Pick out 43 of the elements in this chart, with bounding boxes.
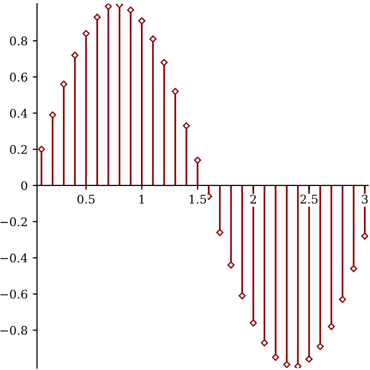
point <box>104 4 112 10</box>
y-tick-label: −0.2 <box>0 217 27 226</box>
point <box>149 35 157 43</box>
y-tick-label: 0.2 <box>10 145 27 154</box>
y-tick-label: 0.4 <box>10 108 28 118</box>
y-tick-label: −0.6 <box>0 290 28 299</box>
x-tick-label: 1.5 <box>190 194 206 204</box>
point <box>49 111 56 119</box>
y-tick-label: 0.6 <box>10 72 28 82</box>
point <box>71 52 78 59</box>
point <box>138 17 146 24</box>
point <box>260 339 268 346</box>
point <box>238 292 246 300</box>
y-tick-label: −0.4 <box>0 254 28 262</box>
point <box>294 362 302 368</box>
point <box>194 156 202 164</box>
point <box>250 319 257 327</box>
point <box>160 58 168 66</box>
point <box>82 30 90 38</box>
y-tick-label: −0.8 <box>0 326 28 335</box>
point <box>172 88 179 95</box>
point <box>216 228 224 236</box>
point <box>338 296 346 303</box>
x-tick-label: 2 <box>250 194 256 204</box>
x-tick-label: 0.5 <box>77 194 95 204</box>
x-tick-label: 3 <box>362 194 368 204</box>
x-tick-label: 1 <box>139 194 144 204</box>
point <box>127 6 134 14</box>
y-tick-label: 0 <box>21 181 28 190</box>
x-tick-label: 2.5 <box>300 194 318 204</box>
point <box>283 360 290 368</box>
point <box>361 232 368 240</box>
point <box>328 322 335 330</box>
point <box>38 146 46 153</box>
point <box>305 356 313 363</box>
point <box>227 261 235 269</box>
point <box>272 354 280 361</box>
point <box>350 265 358 272</box>
point <box>316 342 324 350</box>
point <box>182 122 190 130</box>
point <box>94 14 101 21</box>
y-tick-label: 0.8 <box>10 36 28 46</box>
point <box>60 80 68 88</box>
